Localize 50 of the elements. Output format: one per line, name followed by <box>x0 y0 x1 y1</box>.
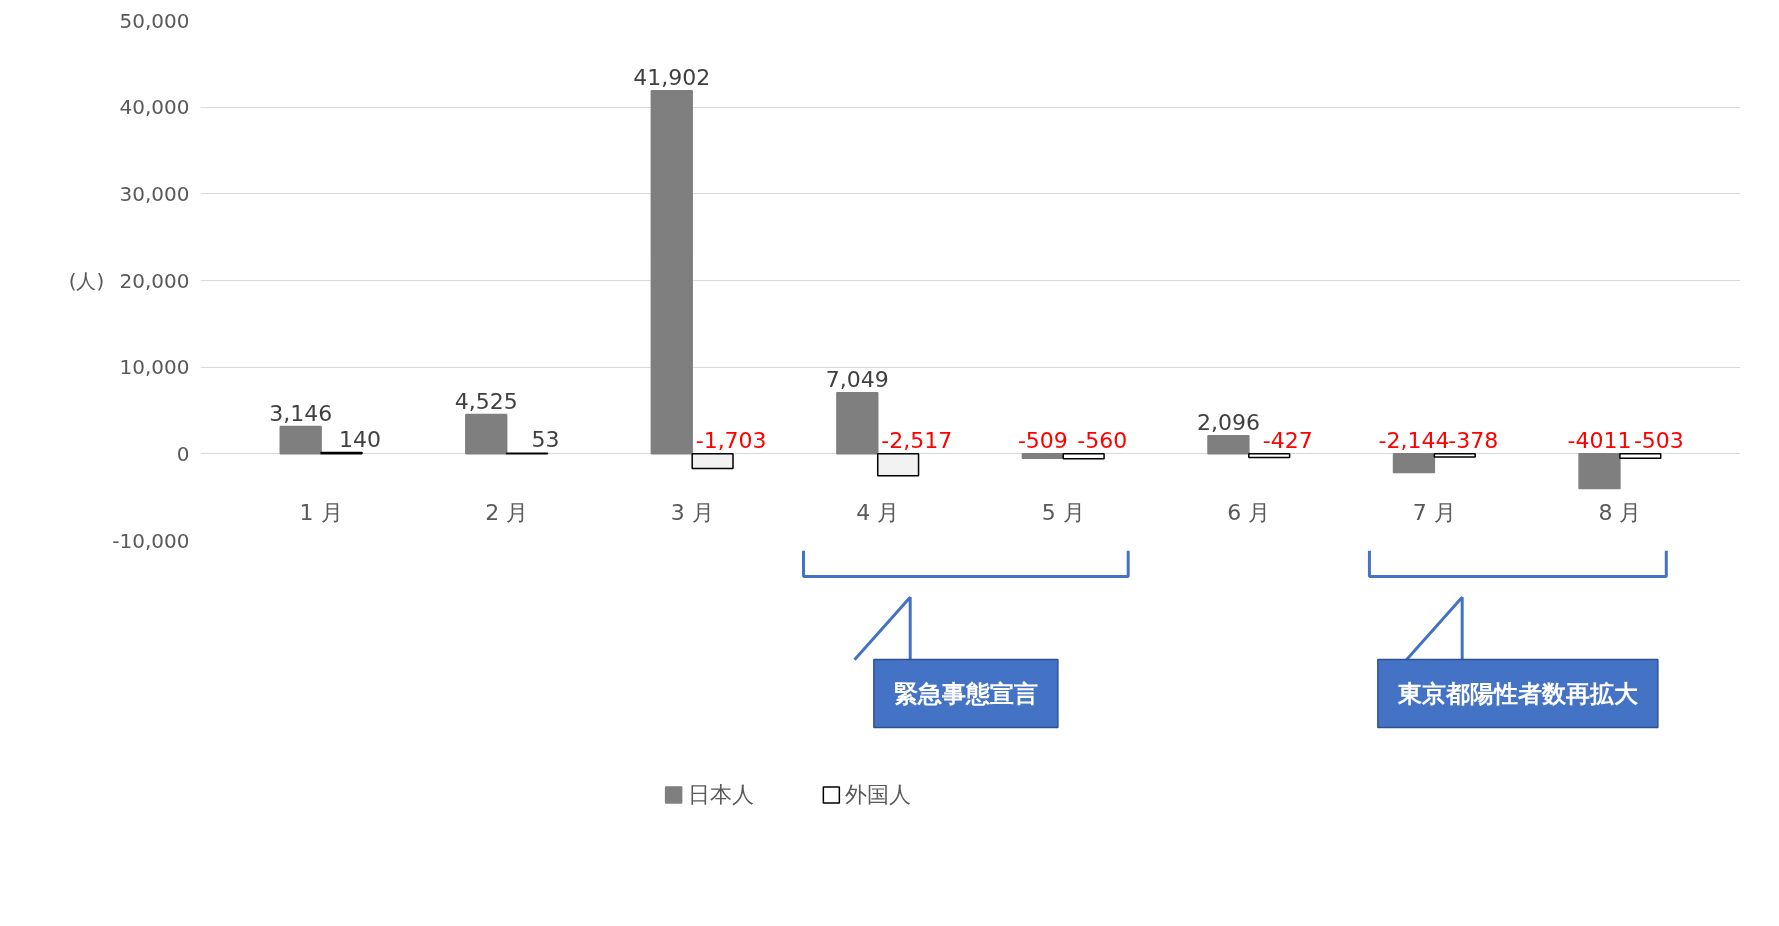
bar <box>836 391 879 455</box>
data-label: 41,902 <box>633 64 711 90</box>
data-label: -503 <box>1633 427 1684 453</box>
bar <box>691 453 734 470</box>
data-label: -1,703 <box>695 427 767 453</box>
data-label: 7,049 <box>825 366 889 392</box>
data-label: 4,525 <box>454 388 518 414</box>
x-tick-label: 4 月 <box>856 499 900 525</box>
data-label: -560 <box>1077 427 1128 453</box>
data-label: -2,517 <box>881 427 953 453</box>
x-tick-label: 5 月 <box>1041 499 1085 525</box>
y-tick-label: 0 <box>176 441 190 466</box>
data-label: 3,146 <box>269 400 333 426</box>
bar <box>1619 453 1662 459</box>
text: 緊急事態宣言 <box>893 679 1038 708</box>
data-label: -427 <box>1262 427 1313 453</box>
data-label: -378 <box>1448 427 1499 453</box>
bar <box>1433 453 1476 458</box>
data-label: -4011 <box>1567 427 1632 453</box>
legend-label: 外国人 <box>845 782 912 808</box>
y-axis-title: (人) <box>68 268 105 293</box>
bar <box>465 413 508 455</box>
data-label: 2,096 <box>1196 409 1260 435</box>
x-tick-label: 8 月 <box>1598 499 1642 525</box>
data-label: -2,144 <box>1378 427 1450 453</box>
legend-label: 日本人 <box>687 782 754 808</box>
x-tick-label: 6 月 <box>1227 499 1271 525</box>
y-tick-label: -10,000 <box>112 528 190 553</box>
data-label: 53 <box>531 427 560 453</box>
bar <box>1207 434 1250 455</box>
bar <box>1062 453 1105 460</box>
y-tick-label: 10,000 <box>119 355 190 380</box>
x-tick-label: 3 月 <box>670 499 714 525</box>
bar <box>1578 453 1621 490</box>
y-tick-label: 50,000 <box>119 8 190 33</box>
y-tick-label: 20,000 <box>119 268 190 293</box>
x-tick-label: 2 月 <box>485 499 529 525</box>
bar <box>876 453 920 477</box>
bar <box>1021 453 1065 459</box>
x-tick-label: 1 月 <box>299 499 343 525</box>
y-tick-label: 30,000 <box>119 181 190 206</box>
bar <box>1248 453 1291 459</box>
data-label: 140 <box>339 426 382 452</box>
bar <box>1392 453 1436 474</box>
data-label: -509 <box>1017 427 1068 453</box>
y-tick-label: 40,000 <box>119 95 190 120</box>
x-tick-label: 7 月 <box>1412 499 1456 525</box>
text: 東京都陽性者数再拡大 <box>1396 679 1639 708</box>
bar <box>279 425 322 455</box>
bar <box>650 89 693 455</box>
